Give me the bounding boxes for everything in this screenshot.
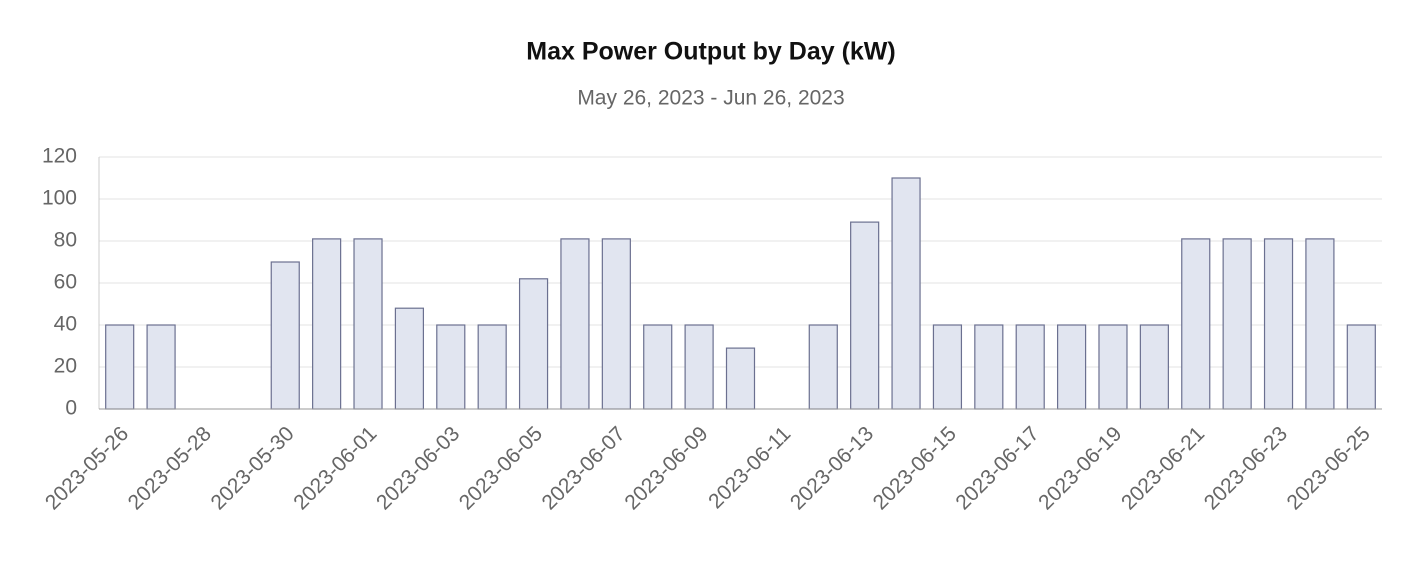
- x-tick-label: 2023-06-17: [951, 422, 1043, 514]
- bar: [518, 278, 549, 410]
- x-tick-label: 2023-06-09: [620, 422, 712, 514]
- y-tick-label: 120: [42, 145, 77, 168]
- x-tick-label: 2023-06-01: [289, 422, 381, 514]
- y-tick-label: 80: [54, 229, 77, 252]
- bar: [1056, 324, 1087, 410]
- bar: [1222, 238, 1252, 410]
- x-tick-label: 2023-06-25: [1283, 422, 1375, 514]
- bar: [312, 238, 342, 410]
- bar: [560, 238, 590, 410]
- bar: [1098, 324, 1128, 410]
- bar: [808, 324, 838, 410]
- x-tick-label: 2023-06-19: [1034, 422, 1126, 514]
- bar: [643, 324, 673, 410]
- bar: [1263, 238, 1294, 410]
- x-tick-label: 2023-06-11: [704, 422, 795, 513]
- y-tick-label: 20: [54, 355, 77, 378]
- y-tick-label: 60: [54, 271, 77, 294]
- x-tick-label: 2023-06-03: [372, 422, 464, 514]
- bar: [1181, 238, 1211, 410]
- bar: [146, 324, 176, 410]
- bar: [1139, 324, 1169, 410]
- chart-subtitle: May 26, 2023 - Jun 26, 2023: [577, 87, 844, 110]
- x-tick-label: 2023-05-28: [124, 422, 216, 514]
- x-tick-label: 2023-06-13: [786, 422, 878, 514]
- bar: [394, 307, 425, 410]
- bar: [1015, 324, 1045, 410]
- bar: [725, 347, 756, 410]
- bar: [1305, 238, 1335, 410]
- bar: [932, 324, 963, 410]
- chart-title: Max Power Output by Day (kW): [526, 38, 895, 66]
- x-tick-label: 2023-06-15: [869, 422, 961, 514]
- bar: [477, 324, 507, 410]
- bar: [684, 324, 714, 410]
- y-tick-label: 40: [54, 313, 77, 336]
- y-tick-label: 100: [42, 187, 77, 210]
- bar: [850, 221, 880, 410]
- x-tick-label: 2023-06-05: [455, 422, 547, 514]
- bar: [105, 324, 135, 410]
- y-tick-label: 0: [65, 397, 77, 420]
- bar: [601, 238, 631, 410]
- x-tick-label: 2023-06-07: [538, 422, 630, 514]
- bar: [353, 238, 383, 410]
- bar: [436, 324, 466, 410]
- bar: [1346, 324, 1376, 410]
- bar: [974, 324, 1004, 410]
- x-tick-label: 2023-05-30: [206, 422, 298, 514]
- x-tick-label: 2023-05-26: [41, 422, 133, 514]
- bar: [270, 261, 300, 410]
- x-tick-label: 2023-06-21: [1117, 422, 1209, 514]
- bar: [891, 177, 921, 410]
- x-tick-label: 2023-06-23: [1200, 422, 1292, 514]
